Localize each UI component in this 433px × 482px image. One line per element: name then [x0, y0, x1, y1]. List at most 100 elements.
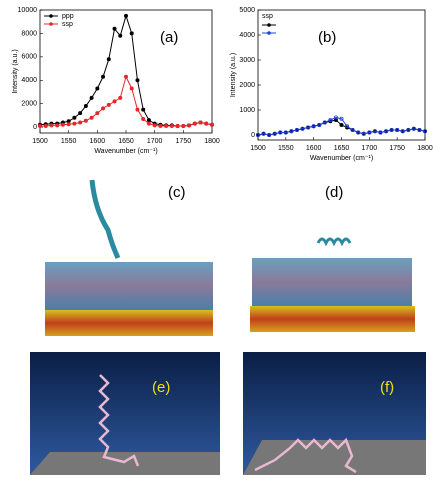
data-point: [101, 106, 106, 111]
data-point: [106, 57, 111, 62]
y-tick-label: 10000: [18, 7, 38, 14]
panel-label: (a): [160, 29, 178, 46]
data-point: [417, 127, 422, 132]
data-point: [106, 102, 111, 107]
data-point: [169, 123, 174, 128]
md-snapshot: [45, 179, 213, 336]
data-point: [129, 86, 134, 91]
data-point: [124, 13, 129, 18]
data-point: [361, 131, 366, 136]
data-point: [95, 111, 100, 116]
data-point: [411, 126, 416, 131]
y-tick-label: 2000: [21, 101, 37, 108]
x-tick-label: 1600: [306, 145, 322, 152]
legend-marker: [49, 22, 53, 26]
data-point: [146, 121, 151, 126]
data-point: [135, 107, 140, 112]
y-tick-label: 3000: [239, 57, 255, 64]
data-point: [389, 127, 394, 132]
data-point: [175, 123, 180, 128]
data-point: [78, 120, 83, 125]
data-point: [112, 26, 117, 31]
data-point: [204, 121, 209, 126]
y-tick-label: 4000: [239, 32, 255, 39]
series-line: [40, 75, 213, 127]
data-point: [395, 127, 400, 132]
data-point: [38, 123, 43, 128]
data-point: [209, 122, 214, 127]
x-tick-label: 1500: [32, 138, 48, 145]
series-line: [39, 14, 213, 127]
x-tick-label: 1500: [250, 145, 266, 152]
panel-label: (c): [168, 184, 186, 201]
data-point: [333, 115, 338, 120]
data-point: [367, 130, 372, 135]
data-point: [83, 118, 88, 123]
data-point: [83, 104, 88, 109]
data-point: [283, 130, 288, 135]
x-axis-label: Wavenumber (cm⁻¹): [310, 155, 373, 162]
data-point: [72, 115, 77, 120]
legend-title: ssp: [262, 13, 273, 20]
data-point: [141, 116, 146, 121]
data-point: [400, 129, 405, 134]
data-point: [255, 132, 260, 137]
data-point: [294, 127, 299, 132]
data-point: [78, 111, 83, 116]
x-tick-label: 1700: [147, 138, 163, 145]
data-point: [66, 122, 71, 127]
data-point: [372, 129, 377, 134]
data-point: [300, 126, 305, 131]
data-point: [141, 107, 146, 112]
series-line: [257, 116, 426, 136]
data-point: [422, 129, 427, 134]
data-point: [118, 33, 123, 38]
data-point: [311, 124, 316, 129]
data-point: [124, 74, 129, 79]
data-point: [289, 129, 294, 134]
data-point: [278, 130, 283, 135]
x-tick-label: 1550: [61, 138, 77, 145]
data-point: [60, 122, 65, 127]
data-point: [267, 132, 272, 137]
y-tick-label: 4000: [21, 77, 37, 84]
x-tick-label: 1700: [362, 145, 378, 152]
y-tick-label: 6000: [21, 54, 37, 61]
data-point: [328, 118, 333, 123]
x-tick-label: 1750: [389, 145, 405, 152]
data-point: [339, 116, 344, 121]
panel-label: (b): [318, 29, 336, 46]
panel-label: (e): [152, 379, 170, 396]
data-point: [158, 123, 163, 128]
data-point: [345, 124, 350, 129]
surface: [30, 452, 220, 475]
peptide: [254, 437, 357, 474]
data-point: [55, 123, 60, 128]
data-point: [72, 121, 77, 126]
panel-label: (d): [325, 184, 343, 201]
md-snapshot: [250, 237, 415, 332]
data-point: [89, 95, 94, 100]
data-point: [350, 127, 355, 132]
legend-marker: [267, 23, 271, 27]
x-axis-label: Wavenumber (cm⁻¹): [94, 148, 157, 155]
y-tick-label: 0: [33, 124, 37, 131]
legend-marker: [49, 14, 53, 18]
data-point: [272, 131, 277, 136]
x-tick-label: 1600: [90, 138, 106, 145]
y-tick-label: 1000: [239, 107, 255, 114]
y-tick-label: 0: [251, 132, 255, 139]
x-tick-label: 1650: [118, 138, 134, 145]
data-point: [112, 99, 117, 104]
data-point: [49, 123, 54, 128]
data-point: [95, 86, 100, 91]
data-point: [198, 120, 203, 125]
data-point: [164, 123, 169, 128]
x-tick-label: 1650: [334, 145, 350, 152]
legend-label: ppp: [62, 13, 74, 20]
data-point: [187, 123, 192, 128]
x-tick-label: 1800: [417, 145, 433, 152]
data-point: [378, 130, 383, 135]
legend-marker: [267, 31, 271, 35]
